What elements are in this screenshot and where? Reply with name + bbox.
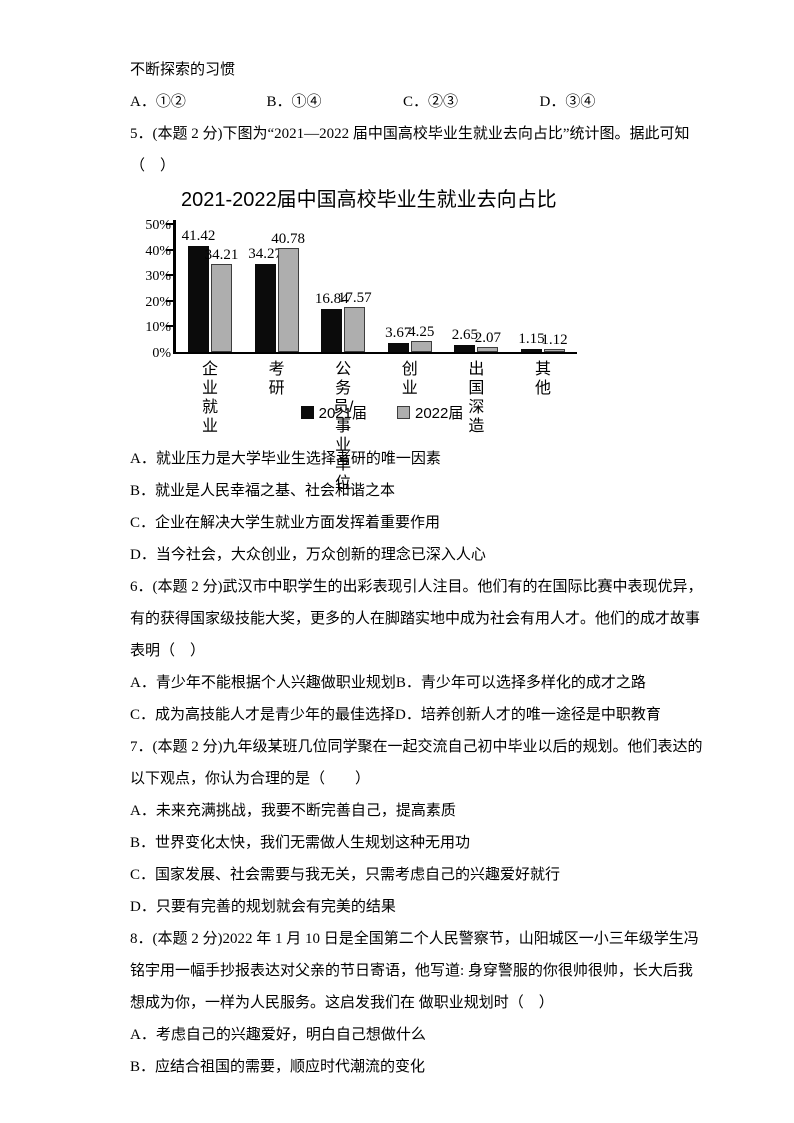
chart-title: 2021-2022届中国高校毕业生就业去向占比 (181, 189, 557, 211)
q5-option-c: C．企业在解决大学生就业方面发挥着重要作用 (130, 515, 441, 531)
q4-option-b: B．①④ (266, 94, 322, 110)
bar-group-2: 16.84 17.57 公务员/ 事业单位 (315, 290, 372, 492)
legend-label-2021届: 2021届 (318, 405, 367, 422)
bar-2022届-3: 4.25 (408, 324, 434, 352)
bar-2022届-5: 1.12 (541, 332, 568, 352)
bar-value-label: 41.42 (181, 227, 216, 244)
bar-2021届-0: 41.42 (182, 228, 215, 352)
y-axis-tick (166, 299, 173, 302)
bar-2021届-2: 16.84 (315, 291, 349, 352)
bar-value-label: 34.27 (248, 246, 282, 263)
q6-option-a: A．青少年不能根据个人兴趣做职业规划 (130, 675, 396, 691)
bar-value-label: 4.25 (408, 324, 435, 341)
bar-value-label: 34.21 (204, 247, 239, 264)
q8-option-a: A．考虑自己的兴趣爱好，明白自己想做什么 (130, 1027, 426, 1043)
bar-group-3: 3.67 4.25 创业 (385, 324, 434, 397)
y-axis-tick (166, 223, 173, 225)
bar-2022届-0: 34.21 (205, 247, 238, 352)
q6-option-c: C．成为高技能人才是青少年的最佳选择 (130, 707, 396, 723)
y-axis-label-0: 0% (152, 346, 171, 361)
bar-value-label: 1.15 (518, 331, 545, 348)
y-axis-label-20: 20% (145, 294, 171, 310)
x-axis-label-5: 其他 (534, 361, 551, 397)
y-axis-label-40: 40% (145, 243, 171, 259)
bar-value-label: 1.12 (541, 332, 568, 349)
question7-stem-line2: 以下观点，你认为合理的是（ ） (130, 771, 371, 787)
bar-group-4: 2.65 2.07 出国深造 (452, 327, 501, 435)
question6-stem-line3: 表明（ ） (130, 643, 206, 659)
q8-option-b: B．应结合祖国的需要，顺应时代潮流的变化 (130, 1059, 426, 1075)
bar-2021届-1: 34.27 (248, 246, 282, 352)
x-axis-label-3: 创业 (401, 361, 418, 397)
q7-option-d: D．只要有完善的规划就会有完美的结果 (130, 899, 396, 915)
legend-swatch-2021届 (300, 406, 314, 419)
legend-label-2022届: 2022届 (415, 405, 464, 422)
bar-2022届-1: 40.78 (271, 231, 305, 352)
y-axis-label-10: 10% (145, 320, 171, 336)
bar-2021届-3: 3.67 (385, 325, 411, 352)
x-axis-label-2: 公务员/ 事业单位 (332, 361, 354, 492)
x-axis-label-4: 出国深造 (468, 361, 485, 435)
y-axis-label-30: 30% (145, 269, 171, 285)
bar-value-label: 40.78 (271, 230, 305, 247)
bar-value-label: 2.65 (451, 327, 478, 344)
q7-option-a: A．未来充满挑战，我要不断完善自己，提高素质 (130, 803, 456, 819)
exam-page: 不断探索的习惯 A．①② B．①④ C．②③ D．③④ 5．(本题 2 分)下图… (130, 62, 703, 1075)
bar-2022届-4: 2.07 (475, 330, 501, 352)
y-axis-label-50: 50% (145, 218, 171, 233)
q7-option-b: B．世界变化太快，我们无需做人生规划这种无用功 (130, 835, 471, 851)
y-axis-tick (166, 274, 173, 277)
q6-option-b: B．青少年可以选择多样化的成才之路 (395, 675, 646, 691)
question8-stem-line3: 想成为你，一样为人民服务。这启发我们在 做职业规划时（ ） (130, 995, 554, 1011)
bar-2022届-2: 17.57 (338, 290, 372, 352)
q5-option-d: D．当今社会，大众创业，万众创新的理念已深入人心 (130, 547, 486, 563)
bar-group-5: 1.15 1.12 其他 (518, 331, 568, 397)
q5-option-b: B．就业是人民幸福之基、社会和谐之本 (130, 483, 396, 499)
y-axis-tick (166, 248, 173, 251)
q5-option-a: A．就业压力是大学毕业生选择考研的唯一因素 (130, 451, 441, 467)
question8-stem-line1: 8．(本题 2 分)2022 年 1 月 10 日是全国第二个人民警察节，山阳城… (130, 931, 699, 947)
bar-value-label: 17.57 (337, 290, 372, 307)
legend-item-2022届: 2022届 (397, 402, 463, 423)
x-axis-label-1: 考研 (268, 361, 285, 397)
chart-plot-area: 0% 10% 20% 30% 40% 50% 41.42 34.21 企业就业 34.27 40.… (143, 218, 588, 492)
question7-stem-line1: 7．(本题 2 分)九年级某班几位同学聚在一起交流自己初中毕业以后的规划。他们表… (130, 739, 703, 755)
question6-stem-line1: 6．(本题 2 分)武汉市中职学生的出彩表现引人注目。他们有的在国际比赛中表现优… (130, 579, 703, 595)
question4-tail-text: 不断探索的习惯 (130, 62, 236, 78)
legend-item-2021届: 2021届 (300, 402, 367, 423)
y-axis-tick (166, 325, 173, 328)
chart-bars-area: 41.42 34.21 企业就业 34.27 40.78 考研 16.84 17.57 公务员/… (166, 220, 577, 492)
legend-swatch-2022届 (397, 406, 410, 419)
q7-option-c: C．国家发展、社会需要与我无关，只需考虑自己的兴趣爱好就行 (130, 867, 561, 883)
question5-stem-line1: 5．(本题 2 分)下图为“2021—2022 届中国高校毕业生就业去向占比”统… (130, 126, 690, 142)
bar-2021届-4: 2.65 (452, 327, 478, 352)
question4-options-row: A．①② B．①④ C．②③ D．③④ (130, 86, 676, 118)
question5-stem-line2: （ ） (130, 158, 176, 174)
x-axis-label-0: 企业就业 (201, 361, 218, 435)
chart-y-axis: 0% 10% 20% 30% 40% 50% (143, 218, 173, 361)
q4-option-c: C．②③ (403, 94, 459, 110)
q4-option-d: D．③④ (539, 94, 596, 110)
bar-2021届-5: 1.15 (518, 331, 545, 352)
q6-options-row2: C．成为高技能人才是青少年的最佳选择 D．培养创新人才的唯一途径是中职教育 (130, 699, 676, 731)
bar-group-0: 41.42 34.21 企业就业 (182, 228, 239, 435)
question8-stem-line2: 铭宇用一幅手抄报表达对父亲的节日寄语，他写道: 身穿警服的你很帅很帅，长大后我 (130, 963, 693, 979)
bar-value-label: 2.07 (474, 329, 501, 346)
q4-option-a: A．①② (130, 94, 186, 110)
bar-group-1: 34.27 40.78 考研 (248, 231, 305, 397)
q6-options-row1: A．青少年不能根据个人兴趣做职业规划 B．青少年可以选择多样化的成才之路 (130, 667, 676, 699)
employment-bar-chart: 2021-2022届中国高校毕业生就业去向占比 0% 10% 20% 30% 40% 50… (143, 186, 588, 492)
q6-option-d: D．培养创新人才的唯一途径是中职教育 (395, 707, 661, 723)
question6-stem-line2: 有的获得国家级技能大奖，更多的人在脚踏实地中成为社会有用人才。他们的成才故事 (130, 611, 701, 627)
chart-legend: 2021届 2022届 (176, 402, 588, 423)
bar-value-label: 16.84 (314, 290, 349, 307)
bar-value-label: 3.67 (385, 324, 412, 341)
